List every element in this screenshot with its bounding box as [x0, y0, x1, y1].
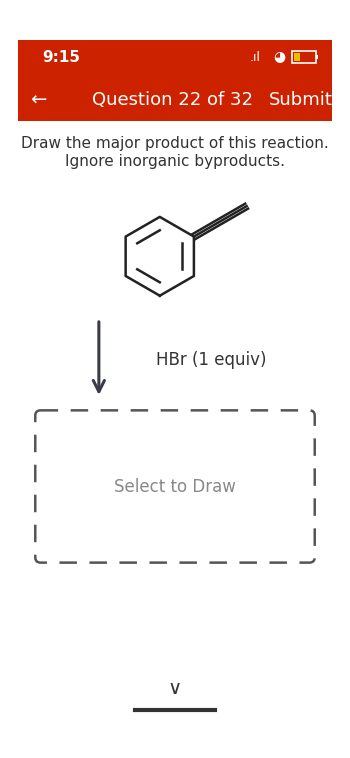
Text: ←: ← — [30, 91, 46, 110]
Text: Draw the major product of this reaction.: Draw the major product of this reaction. — [21, 136, 329, 152]
Text: Select to Draw: Select to Draw — [114, 478, 236, 496]
Text: Submit: Submit — [268, 92, 332, 109]
Text: 9:15: 9:15 — [42, 50, 80, 65]
Bar — [294, 53, 300, 61]
FancyBboxPatch shape — [35, 410, 315, 562]
Text: .ıl: .ıl — [250, 51, 261, 64]
Text: Ignore inorganic byproducts.: Ignore inorganic byproducts. — [65, 154, 285, 169]
Text: Question 22 of 32: Question 22 of 32 — [92, 92, 253, 109]
Bar — [316, 55, 318, 59]
Bar — [18, 39, 332, 121]
Text: ◕: ◕ — [273, 51, 285, 64]
Text: HBr (1 equiv): HBr (1 equiv) — [156, 351, 266, 369]
Text: ∨: ∨ — [168, 679, 182, 698]
